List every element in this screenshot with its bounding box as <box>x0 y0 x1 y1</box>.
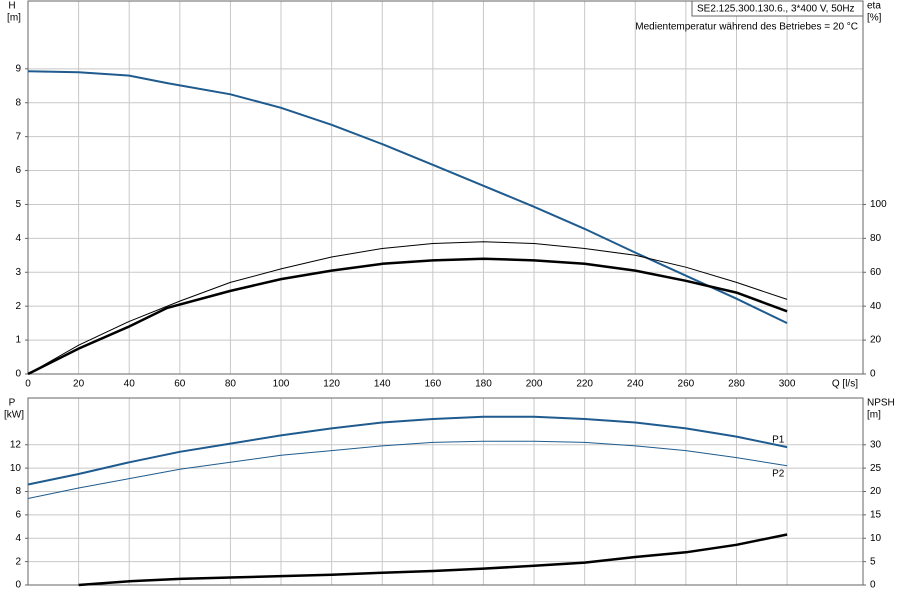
x-tick-label: 20 <box>73 379 85 390</box>
y2-axis-unit: [%] <box>867 13 882 24</box>
y-tick-label: 8 <box>15 97 21 108</box>
y2-tick-label: 20 <box>870 486 882 497</box>
x-tick-label: 180 <box>475 379 492 390</box>
x-tick-label: 80 <box>225 379 237 390</box>
x-tick-label: 100 <box>273 379 290 390</box>
curve <box>27 241 788 375</box>
x-tick-label: 260 <box>678 379 695 390</box>
x-tick-label: 200 <box>526 379 543 390</box>
title-box <box>691 0 864 17</box>
curve <box>27 440 788 499</box>
x-tick-label: 220 <box>576 379 593 390</box>
y-tick-label: 3 <box>15 267 21 278</box>
x-tick-label: 60 <box>174 379 186 390</box>
y-tick-label: 8 <box>15 486 21 497</box>
x-tick-label: 120 <box>323 379 340 390</box>
curve-label: P2 <box>772 468 785 479</box>
y2-tick-label: 100 <box>870 199 887 210</box>
y-tick-label: 1 <box>15 335 21 346</box>
y-axis-label: P <box>9 398 16 409</box>
curve <box>78 533 788 587</box>
x-axis-label: Q [l/s] <box>832 379 858 390</box>
x-tick-label: 240 <box>627 379 644 390</box>
y-tick-label: 10 <box>10 463 22 474</box>
x-tick-label: 0 <box>25 379 31 390</box>
y-axis-unit: [m] <box>7 13 21 24</box>
chart-subtitle: Medientemperatur während des Betriebes =… <box>635 22 858 33</box>
y-tick-label: 4 <box>15 233 21 244</box>
y-tick-label: 4 <box>15 533 21 544</box>
y2-axis-label: eta <box>867 1 881 12</box>
y-tick-label: 0 <box>15 580 21 591</box>
curve <box>27 415 788 486</box>
y-axis-label: H <box>8 1 15 12</box>
y-tick-label: 0 <box>15 369 21 380</box>
y2-tick-label: 80 <box>870 233 882 244</box>
x-tick-label: 160 <box>425 379 442 390</box>
x-tick-label: 280 <box>728 379 745 390</box>
y2-tick-label: 60 <box>870 267 882 278</box>
y2-tick-label: 0 <box>870 369 876 380</box>
y2-tick-label: 5 <box>870 556 876 567</box>
y-tick-label: 7 <box>15 131 21 142</box>
y-tick-label: 6 <box>15 510 21 521</box>
y-tick-label: 12 <box>10 439 22 450</box>
x-tick-label: 300 <box>779 379 796 390</box>
y-tick-label: 2 <box>15 301 21 312</box>
y2-tick-label: 30 <box>870 439 882 450</box>
y-tick-label: 5 <box>15 199 21 210</box>
x-tick-label: 40 <box>124 379 136 390</box>
y-tick-label: 6 <box>15 165 21 176</box>
curve <box>27 70 788 325</box>
y2-axis-unit: [m] <box>867 410 881 421</box>
y-tick-label: 2 <box>15 556 21 567</box>
x-tick-label: 140 <box>374 379 391 390</box>
curve-label: P1 <box>772 435 785 446</box>
plot-frame <box>27 397 864 586</box>
y2-tick-label: 40 <box>870 301 882 312</box>
y2-tick-label: 0 <box>870 580 876 591</box>
plot-frame <box>27 0 864 375</box>
chart-title: SE2.125.300.130.6., 3*400 V, 50Hz <box>697 4 855 15</box>
y2-tick-label: 25 <box>870 463 882 474</box>
y-tick-label: 9 <box>15 63 21 74</box>
y2-tick-label: 10 <box>870 533 882 544</box>
y2-axis-label: NPSH <box>867 398 895 409</box>
y2-tick-label: 20 <box>870 335 882 346</box>
curve <box>27 257 788 376</box>
y-axis-unit: [kW] <box>4 410 24 421</box>
y2-tick-label: 15 <box>870 510 882 521</box>
